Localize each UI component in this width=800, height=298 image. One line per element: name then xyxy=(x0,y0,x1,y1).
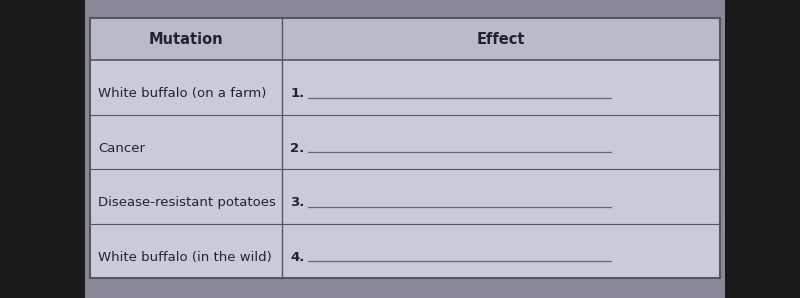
Bar xyxy=(725,0,800,298)
Text: Cancer: Cancer xyxy=(98,142,145,155)
Text: White buffalo (in the wild): White buffalo (in the wild) xyxy=(98,251,272,264)
Bar xyxy=(0,0,85,298)
Text: 4.: 4. xyxy=(290,251,305,264)
Bar xyxy=(90,18,720,278)
Text: 3.: 3. xyxy=(290,196,305,209)
Text: Effect: Effect xyxy=(477,32,526,46)
Text: 2.: 2. xyxy=(290,142,304,155)
Text: Disease-resistant potatoes: Disease-resistant potatoes xyxy=(98,196,276,209)
Text: Mutation: Mutation xyxy=(149,32,223,46)
Text: 1.: 1. xyxy=(290,87,304,100)
Text: White buffalo (on a farm): White buffalo (on a farm) xyxy=(98,87,266,100)
Bar xyxy=(90,18,720,60)
